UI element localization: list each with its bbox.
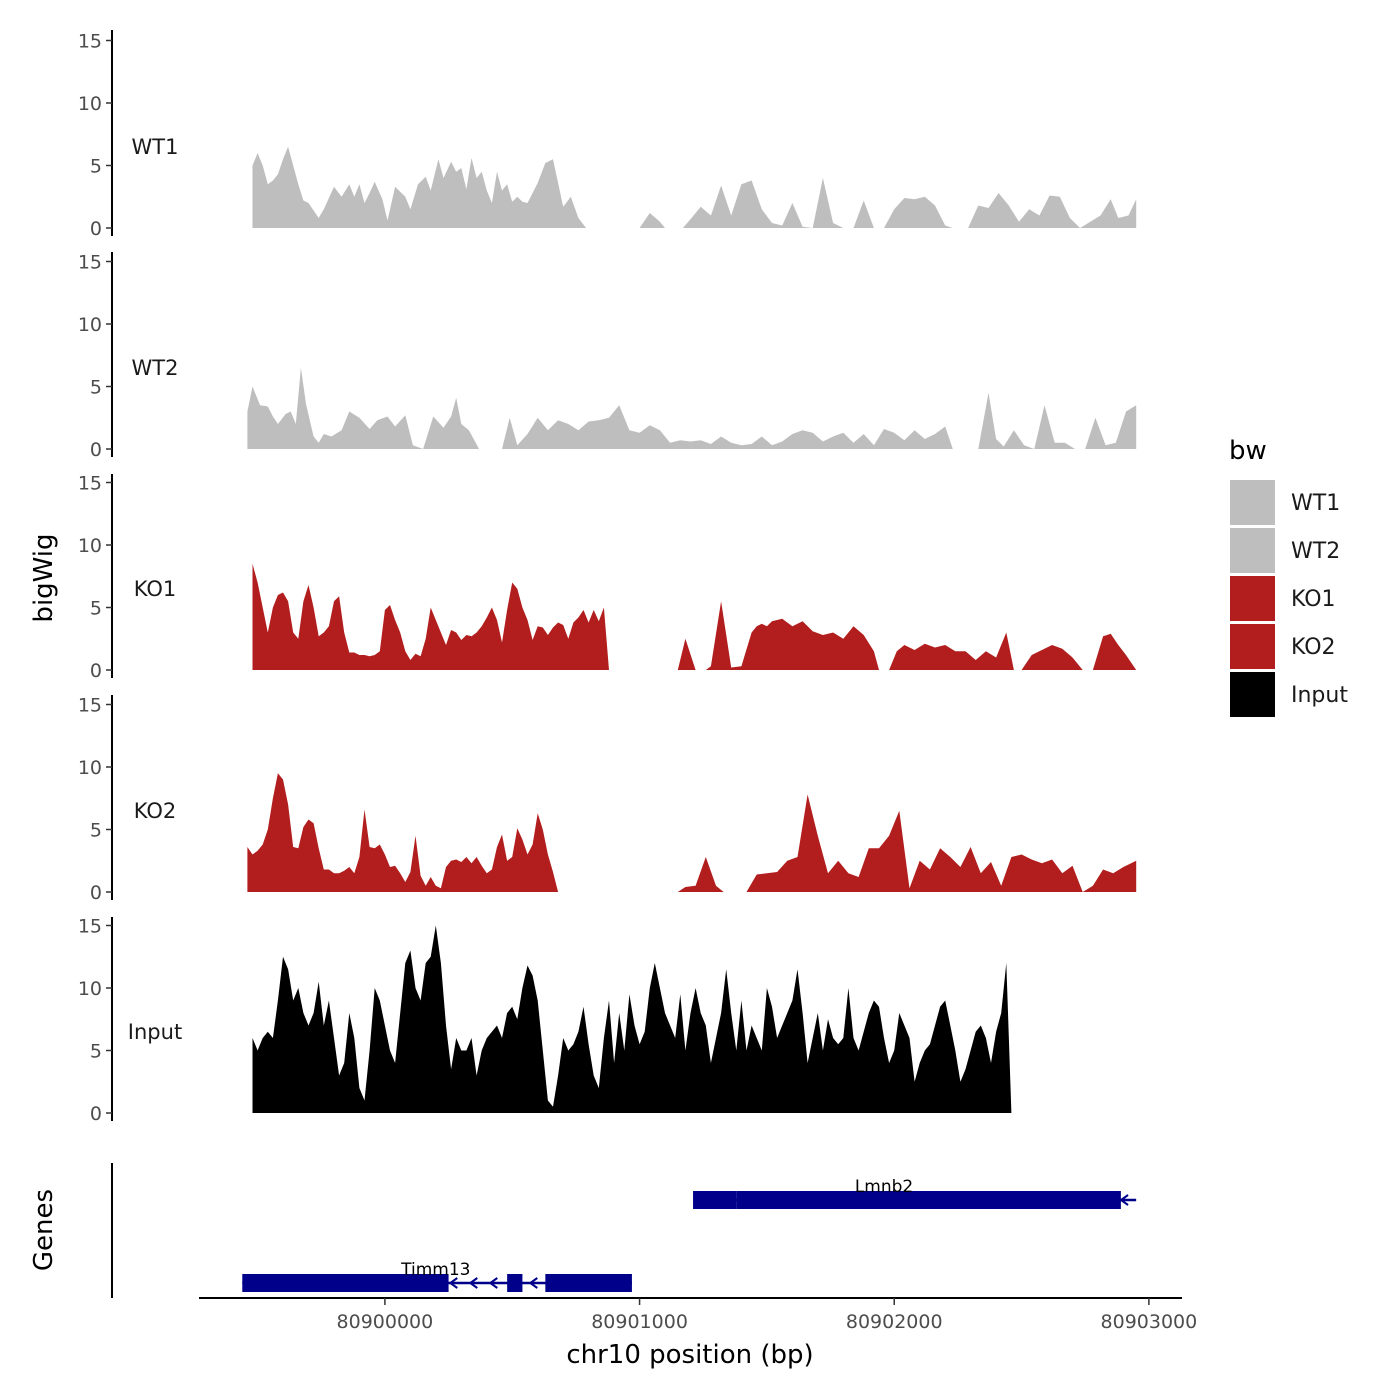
track-input: 0 5 10 15 Input xyxy=(78,916,1012,1125)
y-tick-label: 5 xyxy=(90,377,102,399)
legend-label: KO2 xyxy=(1291,635,1336,660)
legend-items: WT1 WT2 KO1 KO2 Input xyxy=(1230,480,1348,717)
strand-arrow xyxy=(448,1277,458,1289)
coverage-area-wt1-3 xyxy=(968,193,1137,228)
track-ko1: 0 5 10 15 KO1 xyxy=(78,473,1137,682)
y-tick-label: 0 xyxy=(90,218,102,240)
coverage-area-ko2-1 xyxy=(677,857,724,892)
exon xyxy=(242,1274,449,1292)
legend-item-wt2: WT2 xyxy=(1230,528,1340,573)
gene-timm13: Timm13 xyxy=(242,1260,632,1292)
bigwig-tracks: 0 5 10 15 WT1 0 5 10 15 WT2 0 5 10 15 KO1 0 5 10 15 KO2 0 5 10… xyxy=(78,30,1137,1125)
y-tick-label: 0 xyxy=(90,439,102,461)
gene-models: Lmnb2 Timm13 xyxy=(242,1177,1137,1292)
exon xyxy=(693,1191,737,1209)
y-tick-label: 15 xyxy=(78,916,102,938)
track-wt2: 0 5 10 15 WT2 xyxy=(78,252,1137,461)
gene-lmnb2: Lmnb2 xyxy=(693,1177,1137,1209)
track-wt1: 0 5 10 15 WT1 xyxy=(78,30,1137,240)
y-tick-label: 0 xyxy=(90,660,102,682)
x-axis-ticks: 80900000 80901000 80902000 80903000 xyxy=(337,1298,1198,1333)
coverage-area-wt1-1 xyxy=(639,213,665,228)
legend-label: WT2 xyxy=(1291,539,1340,564)
strand-arrow xyxy=(468,1277,478,1289)
y-tick-label: 0 xyxy=(90,882,102,904)
strand-arrow xyxy=(488,1277,498,1289)
x-axis: 80900000 80901000 80902000 80903000 chr10 p… xyxy=(199,1297,1198,1370)
y-tick-label: 5 xyxy=(90,820,102,842)
coverage-area-input-0 xyxy=(252,925,1012,1113)
x-tick-label: 80902000 xyxy=(846,1311,943,1333)
legend-swatch xyxy=(1230,672,1275,717)
y-tick-label: 15 xyxy=(78,31,102,53)
legend-item-wt1: WT1 xyxy=(1230,480,1340,525)
exon xyxy=(545,1274,632,1292)
legend-label: KO1 xyxy=(1291,587,1336,612)
strand-arrow xyxy=(528,1277,538,1289)
legend-item-ko1: KO1 xyxy=(1230,576,1336,621)
x-axis-title: chr10 position (bp) xyxy=(566,1340,813,1370)
y-tick-label: 5 xyxy=(90,156,102,178)
coverage-area-wt2-0 xyxy=(247,367,487,449)
coverage-area-wt1-0 xyxy=(252,146,625,228)
track-label-ko1: KO1 xyxy=(134,577,177,601)
y-tick-label: 15 xyxy=(78,252,102,274)
x-tick-label: 80901000 xyxy=(591,1311,688,1333)
coverage-area-ko1-0 xyxy=(252,563,673,670)
legend-label: Input xyxy=(1291,683,1348,708)
coverage-area-wt1-2 xyxy=(682,178,953,228)
genes-panel: Genes Lmnb2 Timm13 xyxy=(29,1163,1137,1298)
y-tick-label: 5 xyxy=(90,598,102,620)
track-label-wt1: WT1 xyxy=(132,135,179,159)
y-tick-label: 10 xyxy=(78,535,102,557)
y-tick-label: 10 xyxy=(78,978,102,1000)
y-tick-label: 10 xyxy=(78,757,102,779)
legend-swatch xyxy=(1230,528,1275,573)
track-label-input: Input xyxy=(128,1020,182,1044)
y-tick-label: 5 xyxy=(90,1041,102,1063)
y-axis-title: bigWig xyxy=(29,533,59,622)
coverage-area-wt2-2 xyxy=(978,392,1137,449)
track-ko2: 0 5 10 15 KO2 xyxy=(78,695,1137,904)
exon xyxy=(507,1274,523,1292)
x-tick-label: 80900000 xyxy=(337,1311,434,1333)
coverage-area-ko1-2 xyxy=(889,632,1014,670)
coverage-area-ko2-2 xyxy=(746,794,1137,892)
y-tick-label: 15 xyxy=(78,695,102,717)
legend: bw WT1 WT2 KO1 KO2 Input xyxy=(1229,436,1348,717)
x-tick-label: 80903000 xyxy=(1101,1311,1198,1333)
coverage-area-ko2-0 xyxy=(247,773,671,892)
strand-arrow xyxy=(1119,1194,1129,1206)
y-tick-label: 10 xyxy=(78,93,102,115)
legend-title: bw xyxy=(1229,436,1267,466)
genes-axis-title: Genes xyxy=(29,1189,59,1271)
exon xyxy=(736,1191,1121,1209)
y-tick-label: 10 xyxy=(78,314,102,336)
legend-label: WT1 xyxy=(1291,491,1340,516)
track-label-ko2: KO2 xyxy=(134,799,177,823)
legend-swatch xyxy=(1230,624,1275,669)
legend-item-input: Input xyxy=(1230,672,1348,717)
coverage-area-ko1-4 xyxy=(1092,633,1137,670)
coverage-area-ko1-1 xyxy=(677,601,879,670)
gene-label-lmnb2: Lmnb2 xyxy=(855,1177,913,1197)
legend-swatch xyxy=(1230,576,1275,621)
y-tick-label: 15 xyxy=(78,473,102,495)
gene-label-timm13: Timm13 xyxy=(400,1260,470,1280)
track-label-wt2: WT2 xyxy=(132,356,179,380)
coverage-area-wt2-1 xyxy=(502,405,953,449)
legend-item-ko2: KO2 xyxy=(1230,624,1336,669)
legend-swatch xyxy=(1230,480,1275,525)
y-tick-label: 0 xyxy=(90,1103,102,1125)
coverage-area-ko1-3 xyxy=(1021,645,1083,670)
